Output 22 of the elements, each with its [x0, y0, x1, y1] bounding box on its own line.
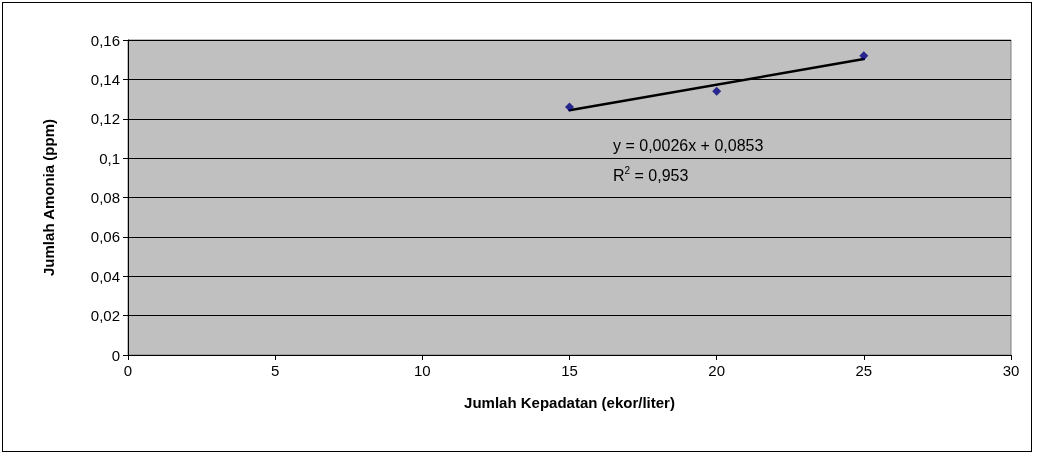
y-tick-label: 0 [111, 346, 120, 364]
y-tick-label: 0,16 [90, 31, 120, 49]
point [565, 102, 574, 112]
x-tick-label: 25 [855, 362, 873, 379]
x-tick-label: 30 [1002, 362, 1020, 379]
x-tick-label: 0 [123, 362, 133, 379]
point [712, 86, 722, 96]
x-tick-label: 10 [413, 362, 431, 379]
y-tick-label: 0,02 [90, 307, 120, 325]
y-tick-label: 0,14 [90, 70, 120, 88]
y-tick-label: 0,06 [90, 228, 120, 246]
y-tick-label: 0,12 [90, 110, 120, 128]
annotation: y = 0,0026x + 0,0853 [613, 136, 764, 154]
x-tick-label: 20 [708, 362, 726, 379]
x-tick-label: 15 [561, 362, 578, 379]
x-axis-title: Jumlah Kepadatan (ekor/liter) [464, 394, 675, 411]
y-tick-label: 0,08 [90, 189, 120, 206]
x-tick-label: 5 [270, 362, 280, 379]
point [859, 51, 869, 61]
y-tick-label: 0,04 [90, 267, 120, 285]
y-tick-label: 0,1 [99, 149, 120, 167]
y-axis-title: Jumlah Amonia (ppm) [40, 119, 57, 276]
